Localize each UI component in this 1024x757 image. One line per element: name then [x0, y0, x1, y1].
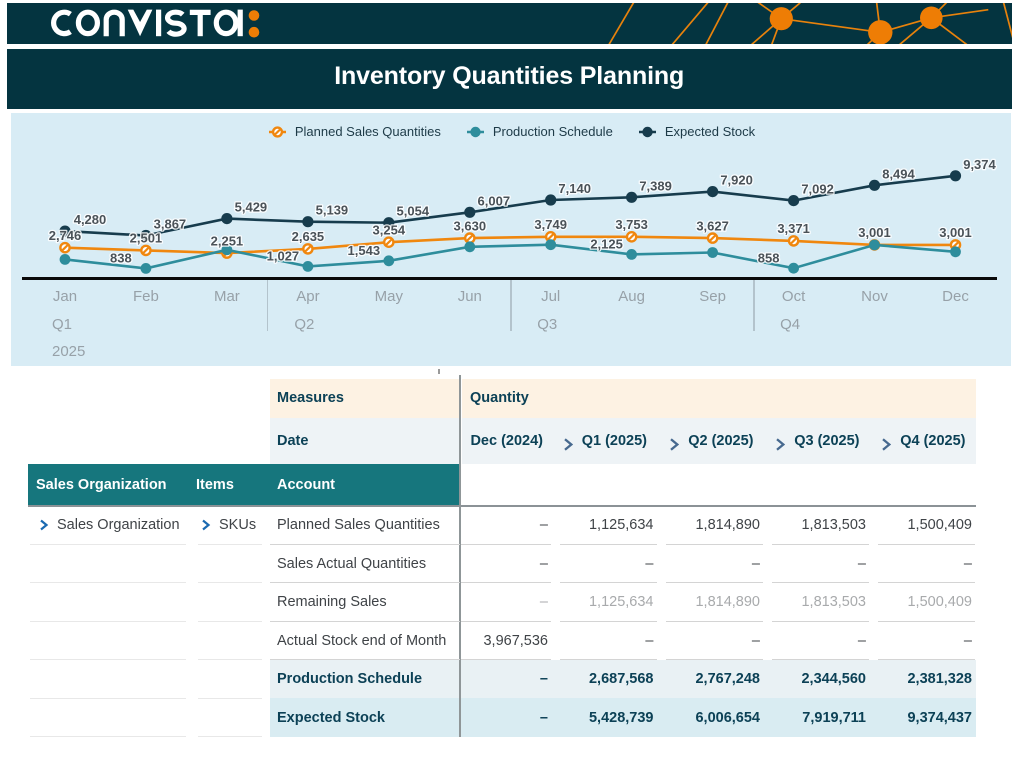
svg-text:1,543: 1,543 — [348, 243, 381, 258]
svg-text:3,254: 3,254 — [373, 223, 406, 238]
svg-text:2,125: 2,125 — [590, 237, 623, 252]
svg-text:858: 858 — [758, 250, 780, 265]
svg-text:3,630: 3,630 — [454, 218, 487, 233]
svg-text:3,867: 3,867 — [154, 217, 187, 232]
svg-text:7,140: 7,140 — [558, 181, 591, 196]
svg-text:7,389: 7,389 — [639, 178, 672, 193]
svg-text:5,139: 5,139 — [316, 203, 349, 218]
svg-text:3,371: 3,371 — [777, 221, 810, 236]
svg-text:3,001: 3,001 — [858, 225, 891, 240]
svg-text:3,749: 3,749 — [534, 217, 567, 232]
svg-text:9,374: 9,374 — [963, 157, 996, 172]
svg-text:838: 838 — [110, 251, 132, 266]
svg-text:4,280: 4,280 — [74, 212, 107, 227]
svg-text:2,501: 2,501 — [130, 231, 163, 246]
svg-text:3,753: 3,753 — [615, 217, 648, 232]
svg-text:7,920: 7,920 — [720, 173, 753, 188]
svg-text:3,001: 3,001 — [939, 225, 972, 240]
svg-text:6,007: 6,007 — [478, 193, 511, 208]
svg-text:2,746: 2,746 — [49, 228, 82, 243]
svg-text:5,054: 5,054 — [397, 204, 430, 219]
svg-text:3,627: 3,627 — [696, 218, 729, 233]
svg-text:2,635: 2,635 — [292, 229, 325, 244]
svg-text:5,429: 5,429 — [235, 200, 268, 215]
svg-text:8,494: 8,494 — [882, 166, 915, 181]
svg-text:2,251: 2,251 — [211, 233, 244, 248]
svg-text:7,092: 7,092 — [801, 182, 834, 197]
svg-text:1,027: 1,027 — [267, 249, 300, 264]
